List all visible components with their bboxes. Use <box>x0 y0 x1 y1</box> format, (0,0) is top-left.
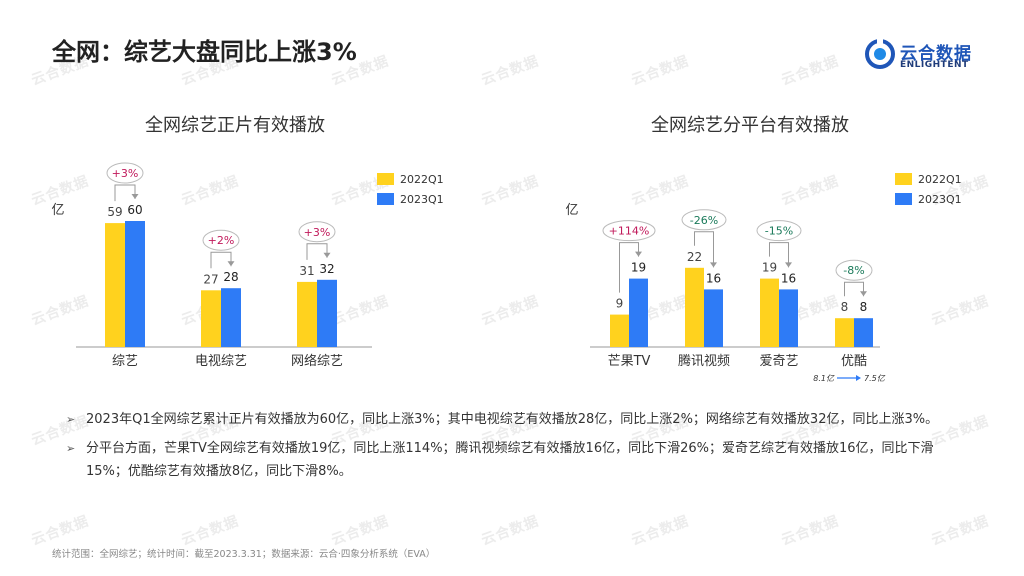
bullet-text: 2023年Q1全网综艺累计正片有效播放为60亿，同比上涨3%；其中电视综艺有效播… <box>86 412 939 427</box>
bar-2023q1 <box>125 221 145 347</box>
change-connector <box>210 251 232 269</box>
page-title: 全网：综艺大盘同比上涨3% <box>52 38 357 66</box>
logo-name-cn: 云合数据 <box>900 44 972 64</box>
data-label-2022q1: 31 <box>299 264 314 278</box>
connector-arrowhead <box>323 252 331 258</box>
legend-swatch <box>895 193 912 205</box>
change-connector <box>306 243 328 260</box>
change-bubble <box>835 259 873 281</box>
bullet-arrow-icon: ➢ <box>66 442 76 455</box>
legend-label: 2022Q1 <box>400 173 444 186</box>
legend-swatch <box>377 173 394 185</box>
data-label-2022q1: 9 <box>616 297 624 311</box>
bar-2023q1 <box>704 289 723 347</box>
legend-swatch <box>895 173 912 185</box>
change-label: +3% <box>112 167 139 180</box>
annotation-to: 7.5亿 <box>864 374 886 383</box>
bar-2023q1 <box>629 278 648 347</box>
logo-name-en: ENLIGHTENT <box>900 60 969 70</box>
change-bubble <box>202 229 240 251</box>
legend-label: 2023Q1 <box>400 193 444 206</box>
data-label-2023q1: 8 <box>860 300 868 314</box>
data-label-2023q1: 60 <box>127 203 142 217</box>
bullet-item: ➢ 2023年Q1全网综艺累计正片有效播放为60亿，同比上涨3%；其中电视综艺有… <box>64 408 964 431</box>
bar-2023q1 <box>221 288 241 347</box>
bar-2023q1 <box>854 318 873 347</box>
change-bubble <box>681 209 727 231</box>
connector-arrowhead <box>785 262 792 268</box>
change-connector <box>114 184 136 202</box>
category-label: 芒果TV <box>608 353 651 369</box>
bar-2022q1 <box>835 318 854 347</box>
change-connector <box>619 242 639 293</box>
bar-2022q1 <box>685 267 704 347</box>
legend-swatch <box>377 193 394 205</box>
annotation-arrowhead <box>856 375 861 381</box>
data-label-2022q1: 59 <box>107 205 122 219</box>
change-connector <box>769 242 789 268</box>
bar-2023q1 <box>779 289 798 347</box>
category-label: 综艺 <box>112 354 138 369</box>
data-label-2022q1: 19 <box>762 261 777 275</box>
change-label: -15% <box>765 225 793 238</box>
data-label-2023q1: 16 <box>706 271 721 285</box>
bullet-list: ➢ 2023年Q1全网综艺累计正片有效播放为60亿，同比上涨3%；其中电视综艺有… <box>64 408 964 489</box>
brand-logo: 云合数据 ENLIGHTENT <box>864 38 974 74</box>
logo-icon <box>865 38 895 69</box>
change-bubble <box>756 220 802 242</box>
annotation-from: 8.1亿 <box>813 374 835 383</box>
change-bubble <box>602 220 656 242</box>
connector-arrowhead <box>635 251 642 257</box>
bar-2022q1 <box>297 281 317 347</box>
data-label-2023q1: 32 <box>319 262 334 276</box>
change-label: +2% <box>208 234 235 247</box>
category-label: 电视综艺 <box>195 354 247 369</box>
chart1-title: 全网综艺正片有效播放 <box>145 115 325 136</box>
y-axis-label: 亿 <box>565 203 578 218</box>
data-label-2023q1: 28 <box>223 270 238 284</box>
category-label: 爱奇艺 <box>759 353 798 369</box>
legend-label: 2022Q1 <box>918 173 962 186</box>
footnote: 统计范围：全网综艺；统计时间：截至2023.3.31；数据来源：云合·四象分析系… <box>52 549 436 560</box>
data-label-2023q1: 19 <box>631 261 646 275</box>
change-connector <box>844 281 864 297</box>
category-label: 优酷 <box>841 354 867 369</box>
connector-arrowhead <box>860 291 867 297</box>
change-label: -26% <box>690 214 718 227</box>
data-label-2023q1: 16 <box>781 271 796 285</box>
data-label-2022q1: 27 <box>203 272 218 286</box>
y-axis-label: 亿 <box>51 203 64 218</box>
bar-2023q1 <box>317 279 337 347</box>
change-label: +3% <box>304 226 331 239</box>
category-label: 腾讯视频 <box>678 353 730 369</box>
change-bubble <box>106 162 144 184</box>
category-label: 网络综艺 <box>291 353 343 369</box>
bullet-arrow-icon: ➢ <box>66 413 76 426</box>
connector-arrowhead <box>227 261 235 267</box>
bar-2022q1 <box>201 290 221 347</box>
change-bubble <box>298 221 336 243</box>
bar-2022q1 <box>105 223 125 347</box>
data-label-2022q1: 22 <box>687 250 702 264</box>
change-connector <box>694 231 714 268</box>
bullet-text: 分平台方面，芒果TV全网综艺有效播放19亿，同比上涨114%；腾讯视频综艺有效播… <box>86 441 934 479</box>
connector-arrowhead <box>131 194 139 199</box>
connector-arrowhead <box>710 262 717 268</box>
legend-label: 2023Q1 <box>918 193 962 206</box>
bar-2022q1 <box>760 278 779 347</box>
change-label: +114% <box>609 225 650 238</box>
bullet-item: ➢ 分平台方面，芒果TV全网综艺有效播放19亿，同比上涨114%；腾讯视频综艺有… <box>64 437 964 483</box>
change-label: -8% <box>843 264 864 277</box>
data-label-2022q1: 8 <box>841 300 849 314</box>
bar-2022q1 <box>610 314 629 347</box>
chart2-title: 全网综艺分平台有效播放 <box>651 115 849 136</box>
